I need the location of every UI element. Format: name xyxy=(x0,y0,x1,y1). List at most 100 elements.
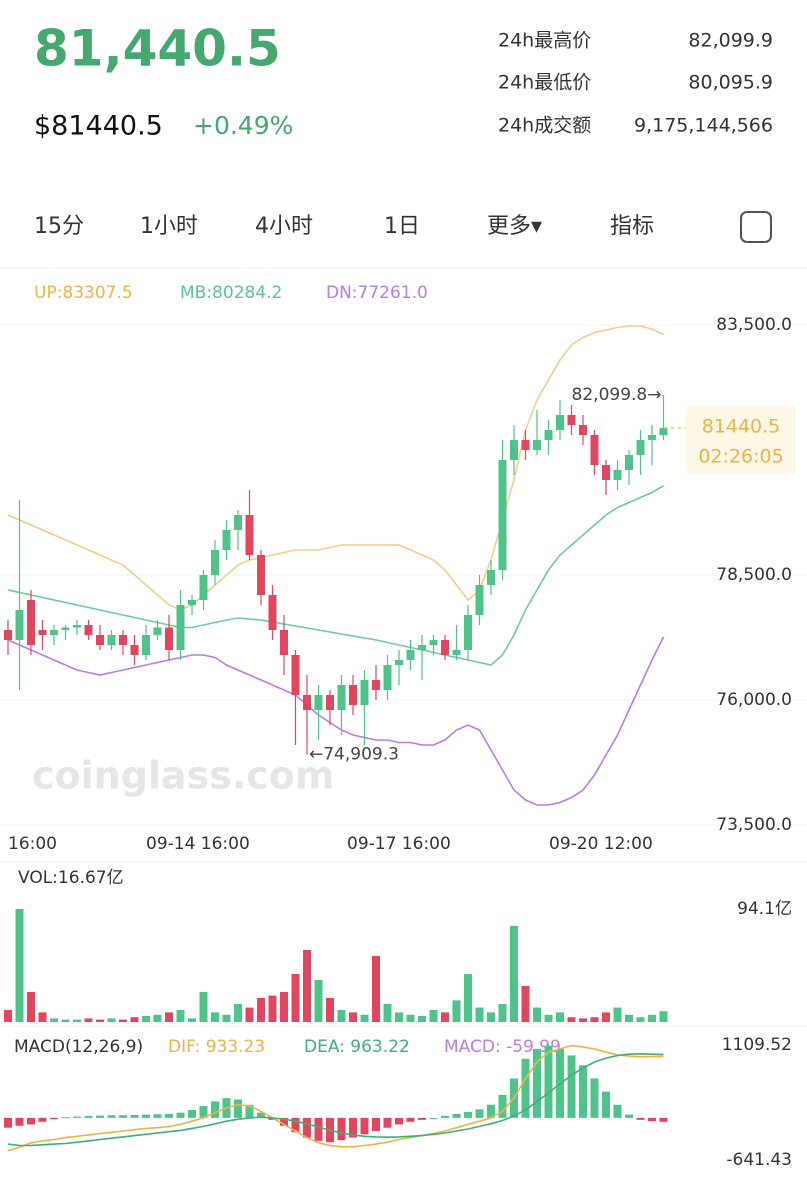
candle-body xyxy=(521,440,530,450)
macd-bar xyxy=(27,1117,35,1125)
volume-label: VOL:16.67亿 xyxy=(18,868,124,888)
candle-body xyxy=(119,635,127,645)
volume-bar xyxy=(487,1012,495,1022)
macd-label: DIF: 933.23 xyxy=(168,1037,265,1057)
candle-body xyxy=(475,585,484,615)
macd-bar xyxy=(533,1048,541,1118)
volume-bar xyxy=(636,1017,645,1022)
macd-bar xyxy=(659,1117,668,1122)
macd-bar xyxy=(153,1114,162,1118)
candle-body xyxy=(590,435,599,465)
macd-bar xyxy=(452,1113,461,1118)
y-tick-label: 76,000.0 xyxy=(716,690,792,710)
volume-bar xyxy=(142,1015,150,1022)
candle-body xyxy=(15,610,24,640)
y-tick-label: 73,500.0 xyxy=(716,815,792,835)
stat-value: 82,099.9 xyxy=(688,30,773,52)
tab[interactable]: 指标 xyxy=(610,214,654,239)
candle-body xyxy=(142,635,150,655)
volume-bar xyxy=(659,1011,668,1022)
macd-bar xyxy=(475,1109,484,1118)
macd-bar xyxy=(636,1117,645,1120)
macd-bar xyxy=(579,1065,587,1118)
volume-bar xyxy=(107,1018,116,1022)
volume-bar xyxy=(61,1019,70,1022)
candle-body xyxy=(383,665,392,690)
macd-bar xyxy=(395,1117,403,1125)
y-tick-label: 78,500.0 xyxy=(716,565,792,585)
high-marker: 82,099.8→ xyxy=(572,385,662,405)
macd-bar xyxy=(487,1104,495,1118)
volume-bar xyxy=(337,1009,346,1022)
macd-bar xyxy=(521,1058,530,1118)
candle-body xyxy=(38,630,47,635)
volume-bar xyxy=(498,1003,507,1022)
volume-bar xyxy=(303,949,311,1022)
candle-body xyxy=(487,570,495,585)
tab[interactable]: 15分 xyxy=(34,214,84,239)
volume-bar xyxy=(291,973,300,1022)
y-tick-label: 94.1亿 xyxy=(737,899,792,919)
candle-body xyxy=(61,627,70,630)
volume-bar xyxy=(360,1014,369,1022)
candle-body xyxy=(395,660,403,665)
boll-line xyxy=(7,485,664,666)
volume-bar xyxy=(406,1014,415,1022)
macd-bar xyxy=(498,1094,507,1118)
macd-bar xyxy=(257,1112,265,1118)
last-price: 81,440.5 xyxy=(34,20,281,78)
macd-bar xyxy=(567,1055,576,1118)
candle-body xyxy=(268,595,277,630)
volume-bar xyxy=(84,1018,93,1022)
candle-body xyxy=(349,685,357,705)
macd-bar xyxy=(50,1117,58,1120)
candle-body xyxy=(625,455,633,470)
volume-bar xyxy=(349,1012,357,1022)
candle-body xyxy=(245,515,254,555)
candle-body xyxy=(579,425,587,435)
volume-bar xyxy=(153,1014,162,1022)
macd-bar xyxy=(544,1045,553,1118)
fullscreen-button[interactable] xyxy=(740,211,772,243)
boll-label: MB:80284.2 xyxy=(180,283,282,303)
stat-value: 80,095.9 xyxy=(688,72,773,94)
volume-bar xyxy=(165,1012,173,1022)
y-tick-label: 1109.52 xyxy=(722,1035,792,1055)
volume-bar xyxy=(441,1012,449,1022)
candle-body xyxy=(337,685,346,710)
tab[interactable]: 更多▾ xyxy=(487,214,542,239)
macd-bar xyxy=(429,1117,438,1119)
macd-bar xyxy=(349,1117,357,1138)
volume-bar xyxy=(245,1007,254,1022)
candle-body xyxy=(452,650,461,655)
volume-bar xyxy=(648,1014,656,1022)
candle-body xyxy=(648,435,656,440)
candle-body xyxy=(602,465,610,480)
macd-bar xyxy=(188,1109,196,1118)
volume-bar xyxy=(395,1012,403,1022)
candle-body xyxy=(498,460,507,570)
dea-line xyxy=(7,1052,664,1147)
boll-line xyxy=(7,325,664,611)
macd-bar xyxy=(314,1117,323,1141)
candle-body xyxy=(96,635,104,645)
volume-bar xyxy=(510,925,518,1022)
volume-bar xyxy=(590,1017,599,1022)
macd-bar xyxy=(464,1111,472,1118)
volume-bar xyxy=(326,997,334,1022)
x-tick-label: 09-17 16:00 xyxy=(347,834,451,854)
volume-bar xyxy=(314,979,323,1022)
macd-bar xyxy=(176,1112,185,1118)
macd-bar xyxy=(245,1104,254,1118)
tab[interactable]: 1日 xyxy=(384,214,420,239)
volume-bar xyxy=(625,1014,633,1022)
tab[interactable]: 1小时 xyxy=(140,214,198,239)
candle-body xyxy=(613,470,622,480)
macd-bar xyxy=(648,1117,656,1122)
macd-bar xyxy=(73,1116,81,1118)
candle-body xyxy=(326,695,334,710)
tab[interactable]: 4小时 xyxy=(255,214,313,239)
candle-body xyxy=(153,627,162,635)
candle-body xyxy=(636,440,645,455)
macd-bar xyxy=(383,1117,392,1128)
